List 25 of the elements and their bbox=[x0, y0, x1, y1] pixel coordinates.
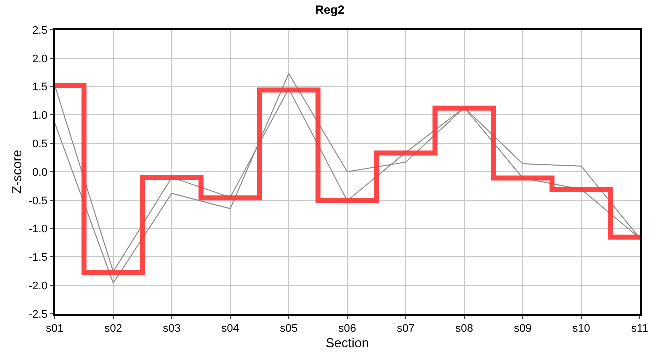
x-tick-label: s09 bbox=[514, 323, 532, 336]
x-tick-label: s08 bbox=[456, 323, 474, 336]
y-tick-label: -0.5 bbox=[28, 195, 48, 208]
x-tick-label: s02 bbox=[104, 323, 122, 336]
x-tick-label: s07 bbox=[397, 323, 415, 336]
x-tick-label: s10 bbox=[572, 323, 590, 336]
y-tick-label: -1.5 bbox=[28, 252, 48, 264]
x-tick-label: s04 bbox=[222, 323, 240, 336]
y-tick-label: -2.5 bbox=[28, 308, 48, 321]
x-tick-label: s03 bbox=[163, 323, 181, 336]
y-tick-label: 0.0 bbox=[32, 166, 48, 179]
y-tick-label: 1.0 bbox=[32, 110, 48, 122]
y-axis-title: Z-score bbox=[9, 150, 24, 194]
x-tick-label: s06 bbox=[338, 323, 356, 336]
x-tick-label: s05 bbox=[280, 323, 298, 336]
chart-title: Reg2 bbox=[315, 2, 345, 17]
x-axis-title: Section bbox=[326, 335, 370, 350]
x-tick-label: s01 bbox=[46, 323, 64, 336]
y-tick-label: 2.0 bbox=[32, 53, 48, 66]
y-tick-label: 2.5 bbox=[32, 24, 48, 37]
x-tick-label: s11 bbox=[632, 323, 648, 336]
y-tick-label: -1.0 bbox=[28, 224, 48, 236]
y-tick-label: 1.5 bbox=[32, 82, 48, 94]
y-tick-label: -2.0 bbox=[28, 280, 48, 292]
y-tick-label: 0.5 bbox=[32, 138, 48, 150]
